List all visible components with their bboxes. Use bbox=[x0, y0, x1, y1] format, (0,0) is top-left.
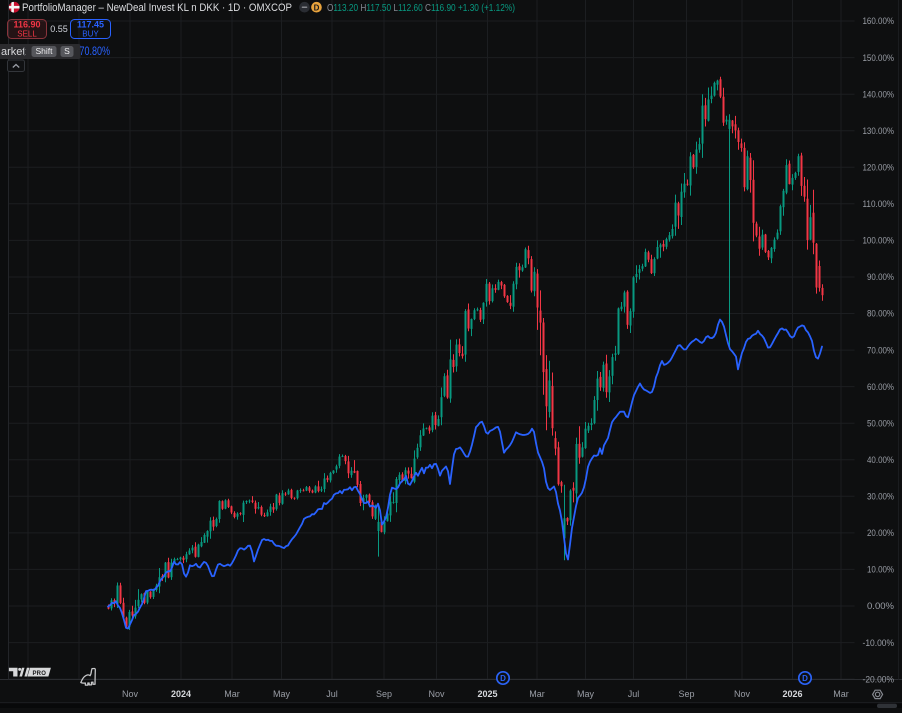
svg-text:S: S bbox=[64, 46, 70, 56]
svg-text:60.00%: 60.00% bbox=[867, 382, 894, 392]
svg-text:Jul: Jul bbox=[326, 689, 338, 699]
svg-text:0.55: 0.55 bbox=[50, 24, 68, 34]
svg-text:40.00%: 40.00% bbox=[867, 455, 894, 465]
svg-text:D: D bbox=[314, 3, 320, 12]
svg-text:0.00%: 0.00% bbox=[867, 601, 894, 611]
svg-text:100.00%: 100.00% bbox=[863, 236, 895, 246]
svg-text:May: May bbox=[577, 689, 595, 699]
svg-text:70.00%: 70.00% bbox=[867, 345, 894, 355]
svg-text:Jul: Jul bbox=[628, 689, 640, 699]
svg-text:2026: 2026 bbox=[782, 689, 802, 699]
svg-text:10.00%: 10.00% bbox=[867, 565, 894, 575]
svg-text:May: May bbox=[273, 689, 291, 699]
svg-text:90.00%: 90.00% bbox=[867, 272, 894, 282]
svg-text:50.00%: 50.00% bbox=[867, 418, 894, 428]
svg-text:140.00%: 140.00% bbox=[863, 89, 895, 99]
svg-text:D: D bbox=[500, 674, 506, 683]
svg-text:160.00%: 160.00% bbox=[863, 16, 895, 26]
svg-text:Nov: Nov bbox=[734, 689, 751, 699]
svg-text:PortfolioManager – NewDeal Inv: PortfolioManager – NewDeal Invest KL n D… bbox=[22, 2, 292, 14]
svg-text:70.80%: 70.80% bbox=[80, 44, 111, 58]
svg-text:Mar: Mar bbox=[224, 689, 240, 699]
svg-text:117.45: 117.45 bbox=[77, 20, 104, 30]
svg-text:D: D bbox=[802, 674, 808, 683]
svg-text:Nov: Nov bbox=[428, 689, 445, 699]
svg-text:150.00%: 150.00% bbox=[863, 53, 895, 63]
svg-text:Mar: Mar bbox=[833, 689, 849, 699]
svg-text:120.00%: 120.00% bbox=[863, 163, 895, 173]
svg-text:PRO: PRO bbox=[32, 671, 46, 677]
svg-text:116.90: 116.90 bbox=[13, 20, 40, 30]
svg-text:110.00%: 110.00% bbox=[863, 199, 895, 209]
svg-text:Shift: Shift bbox=[35, 46, 53, 56]
svg-text:arket: arket bbox=[1, 46, 25, 58]
svg-text:2025: 2025 bbox=[477, 689, 497, 699]
svg-text:30.00%: 30.00% bbox=[867, 492, 894, 502]
svg-text:SELL: SELL bbox=[17, 30, 37, 39]
svg-text:-10.00%: -10.00% bbox=[863, 638, 895, 648]
svg-text:Mar: Mar bbox=[529, 689, 545, 699]
svg-text:20.00%: 20.00% bbox=[867, 528, 894, 538]
svg-text:Nov: Nov bbox=[122, 689, 139, 699]
svg-text:O113.20 H117.50 L112.60 C116.9: O113.20 H117.50 L112.60 C116.90 +1.30 (+… bbox=[327, 3, 515, 14]
svg-text:-20.00%: -20.00% bbox=[863, 674, 895, 684]
svg-text:BUY: BUY bbox=[82, 30, 99, 39]
svg-text:130.00%: 130.00% bbox=[863, 126, 895, 136]
svg-text:Sep: Sep bbox=[376, 689, 392, 699]
svg-text:80.00%: 80.00% bbox=[867, 309, 894, 319]
svg-text:Sep: Sep bbox=[678, 689, 694, 699]
svg-text:2024: 2024 bbox=[171, 689, 191, 699]
